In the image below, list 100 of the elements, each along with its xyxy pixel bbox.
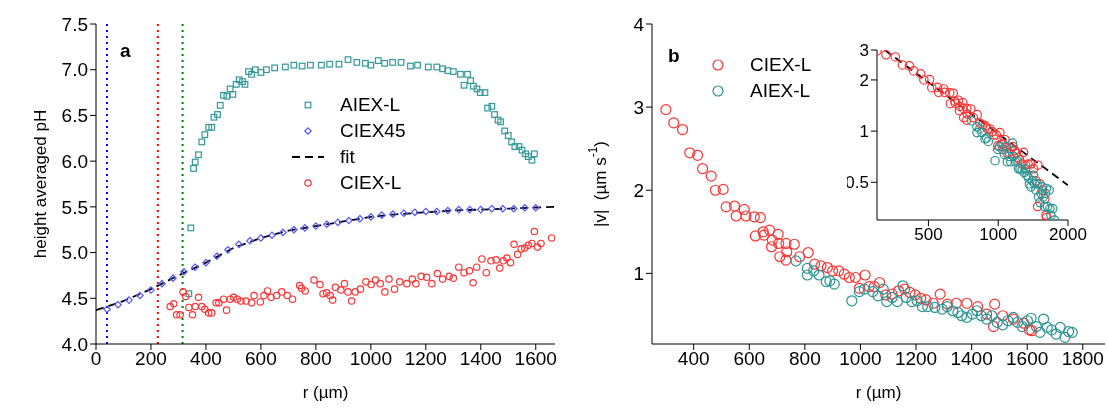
point: [1016, 320, 1028, 333]
point: [947, 305, 959, 317]
x-tick-label: 1200: [894, 348, 938, 370]
point: [103, 305, 111, 314]
y-tick-label: 2: [633, 179, 644, 201]
x-tick-label: 1000: [979, 225, 1018, 245]
point: [389, 210, 397, 218]
point: [872, 290, 884, 302]
x-tick-label: 200: [135, 348, 167, 370]
point: [444, 206, 452, 215]
point: [1050, 328, 1062, 340]
y-axis-title: height averaged pH: [30, 109, 50, 259]
point: [1046, 324, 1058, 336]
y-tick-label: 2: [859, 70, 869, 90]
point: [531, 203, 540, 212]
point: [808, 265, 820, 277]
point: [466, 205, 474, 214]
point: [246, 236, 254, 245]
y-tick-label: 4.5: [61, 288, 88, 310]
x-tick-label: 1600: [1006, 348, 1049, 370]
x-tick-label: 1800: [1061, 348, 1104, 370]
point: [1021, 315, 1034, 327]
point: [323, 220, 331, 229]
point: [1041, 321, 1053, 333]
point: [422, 207, 430, 216]
point: [224, 246, 232, 254]
point: [966, 308, 979, 320]
point: [997, 319, 1009, 331]
point: [877, 283, 889, 295]
point: [301, 224, 309, 232]
point: [820, 276, 832, 288]
point: [1002, 315, 1014, 327]
point: [906, 296, 918, 308]
point: [952, 306, 964, 319]
x-tick-label: 2000: [1049, 225, 1087, 245]
x-tick-label: 1000: [349, 348, 392, 370]
x-tick-label: 1000: [839, 348, 882, 370]
x-tick-label: 1600: [514, 348, 557, 370]
point: [235, 240, 243, 249]
point: [824, 275, 836, 287]
point: [846, 295, 858, 307]
point: [213, 252, 221, 261]
point: [956, 310, 968, 322]
point: [498, 204, 507, 213]
y-tick-label: 5.5: [61, 196, 88, 218]
point: [487, 204, 496, 213]
point: [1037, 313, 1050, 325]
x-tick-label: 0: [90, 348, 102, 370]
legend-label: CIEX45: [340, 120, 406, 142]
point: [1066, 326, 1078, 338]
point: [891, 296, 903, 308]
point: [378, 211, 386, 219]
point: [356, 214, 364, 223]
point: [961, 311, 973, 323]
point: [971, 305, 983, 317]
x-tick-label: 1400: [950, 348, 993, 370]
point: [986, 310, 998, 322]
x-tick-label: 400: [190, 348, 222, 370]
point: [991, 316, 1003, 328]
x-tick-label: 400: [677, 348, 710, 370]
point: [853, 286, 865, 298]
x-tick-label: 600: [733, 348, 766, 370]
point: [1054, 321, 1066, 333]
point: [1011, 316, 1024, 328]
y-tick-label: 5.0: [61, 242, 88, 264]
point: [881, 296, 893, 308]
legend-label: fit: [340, 146, 355, 168]
point: [886, 291, 898, 304]
point: [981, 313, 993, 325]
y-tick-label: 3: [859, 41, 869, 61]
point: [345, 216, 353, 225]
point: [867, 286, 879, 298]
point: [158, 279, 166, 288]
annotation: a: [120, 40, 131, 62]
point: [279, 228, 287, 237]
point: [929, 301, 941, 314]
y-tick-label: 7.0: [61, 59, 88, 81]
y-tick-label: 1: [859, 122, 869, 142]
point: [1025, 312, 1037, 324]
point: [147, 286, 155, 294]
point: [268, 231, 276, 239]
point: [290, 225, 298, 234]
point: [1059, 331, 1071, 343]
point: [191, 263, 199, 271]
x-tick-label: 500: [914, 225, 943, 245]
point: [1062, 325, 1075, 338]
point: [400, 209, 408, 218]
point: [936, 303, 948, 315]
y-tick-label: 4: [633, 13, 645, 35]
point: [455, 205, 463, 214]
point: [801, 269, 813, 281]
x-axis-title: r (µm): [302, 383, 349, 402]
y-tick-label: 6.5: [61, 105, 88, 127]
point: [828, 278, 840, 290]
y-tick-label: 3: [633, 96, 644, 118]
point: [509, 204, 518, 213]
point: [476, 205, 485, 214]
point: [114, 300, 122, 309]
point: [433, 207, 441, 216]
x-tick-label: 800: [789, 348, 821, 370]
